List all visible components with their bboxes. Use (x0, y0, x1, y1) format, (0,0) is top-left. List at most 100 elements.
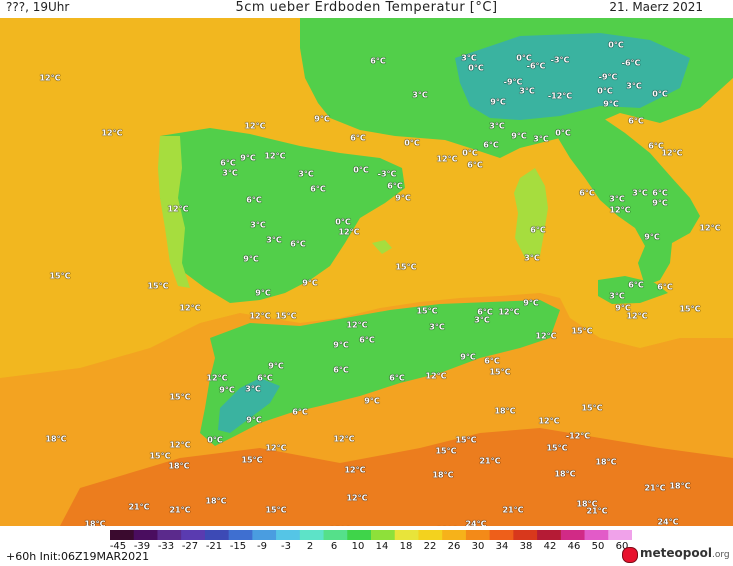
temperature-label: 0°C (555, 128, 571, 138)
colorbar-segment (252, 530, 277, 540)
colorbar-tick-label: -15 (229, 541, 247, 552)
colorbar-tick-label: 30 (471, 541, 485, 552)
temperature-map: 12°C 12°C 12°C 6°C 3°C 0°C 0°C -6°C -3°C 0°C -6°C -… (0, 18, 733, 543)
temperature-label: 3°C (245, 384, 261, 394)
logo-name: meteopool (640, 546, 712, 560)
temperature-label: 9°C (523, 298, 539, 308)
temperature-label: 9°C (243, 254, 259, 264)
temperature-label: 6°C (628, 116, 644, 126)
land-sahara-hot (60, 428, 733, 526)
colorbar-segment (347, 530, 372, 540)
temperature-label: 21°C (586, 506, 608, 516)
colorbar-tick-label: -33 (157, 541, 175, 552)
colorbar-tick-label: 2 (306, 541, 314, 552)
temperature-label: 0°C (516, 53, 532, 63)
init-label: +60h Init:06Z19MAR2021 (6, 550, 150, 563)
colorbar-tick-label: 50 (591, 541, 605, 552)
temperature-label: 15°C (435, 446, 457, 456)
temperature-label: 6°C (389, 373, 405, 383)
temperature-label: 9°C (246, 415, 262, 425)
temperature-label: 12°C (169, 440, 191, 450)
land-balearic (372, 240, 392, 254)
temperature-label: -9°C (503, 77, 523, 87)
temperature-label: 21°C (644, 483, 666, 493)
temperature-label: 6°C (220, 158, 236, 168)
temperature-label: 6°C (290, 239, 306, 249)
colorbar-tick-label: 22 (423, 541, 437, 552)
land-sicily (598, 276, 668, 304)
temperature-label: 12°C (179, 303, 201, 313)
temperature-label: 12°C (167, 204, 189, 214)
map-footer: -45 -39 -33 -27 -21 -15 -9 -3 2 6 10 14 18 22 26 30 34 38… (0, 526, 733, 566)
temperature-label: 18°C (205, 496, 227, 506)
temperature-label: 9°C (314, 114, 330, 124)
temperature-label: 12°C (699, 223, 721, 233)
colorbar-tick-label: 46 (567, 541, 581, 552)
colorbar-segment (584, 530, 609, 540)
temperature-label: 18°C (494, 406, 516, 416)
temperature-label: 12°C (101, 128, 123, 138)
temperature-label: 3°C (266, 235, 282, 245)
temperature-label: 15°C (49, 271, 71, 281)
map-header: ???, 19Uhr 5cm ueber Erdboden Temperatur… (0, 0, 733, 18)
temperature-label: 9°C (615, 303, 631, 313)
temperature-label: 12°C (39, 73, 61, 83)
temperature-label: 0°C (207, 435, 223, 445)
temperature-label: 15°C (241, 455, 263, 465)
temperature-label: -9°C (598, 72, 618, 82)
colorbar-tick-label: 14 (375, 541, 389, 552)
map-canvas (0, 18, 733, 526)
temperature-label: 6°C (477, 307, 493, 317)
temperature-label: 18°C (669, 481, 691, 491)
colorbar-segment (204, 530, 230, 540)
colorbar-tick-label: 6 (330, 541, 338, 552)
valid-date: 21. Maerz 2021 (609, 0, 703, 14)
temperature-label: 24°C (465, 519, 487, 529)
temperature-label: 12°C (265, 443, 287, 453)
temperature-label: 6°C (359, 335, 375, 345)
temperature-label: 3°C (626, 81, 642, 91)
temperature-label: 15°C (489, 367, 511, 377)
temperature-label: 3°C (533, 134, 549, 144)
temperature-label: 3°C (609, 291, 625, 301)
colorbar-segment (181, 530, 206, 540)
colorbar-tick-label: -45 (109, 541, 127, 552)
temperature-label: 15°C (395, 262, 417, 272)
land-iberia (160, 128, 405, 303)
temperature-label: 9°C (511, 131, 527, 141)
colorbar-tick-label: -27 (181, 541, 199, 552)
temperature-label: 12°C (436, 154, 458, 164)
colorbar (110, 530, 632, 540)
temperature-label: 9°C (255, 288, 271, 298)
temperature-label: 12°C (538, 416, 560, 426)
colorbar-tick-label: 18 (399, 541, 413, 552)
colorbar-tick-label: -39 (133, 541, 151, 552)
temperature-label: 15°C (149, 451, 171, 461)
temperature-label: 3°C (222, 168, 238, 178)
colorbar-tick-label: -3 (281, 541, 291, 552)
temperature-label: 21°C (502, 505, 524, 515)
temperature-label: 6°C (246, 195, 262, 205)
temperature-label: 0°C (608, 40, 624, 50)
temperature-label: 6°C (530, 225, 546, 235)
temperature-label: 12°C (609, 205, 631, 215)
logo-globe-icon (622, 547, 638, 563)
temperature-label: 6°C (483, 140, 499, 150)
temperature-label: 18°C (45, 434, 67, 444)
run-label: ???, 19Uhr (6, 0, 70, 14)
temperature-label: 6°C (579, 188, 595, 198)
temperature-label: 12°C (346, 320, 368, 330)
temperature-label: 15°C (546, 443, 568, 453)
colorbar-segment (442, 530, 467, 540)
temperature-label: 6°C (648, 141, 664, 151)
temperature-label: 15°C (416, 306, 438, 316)
temperature-label: -6°C (621, 58, 641, 68)
land-italy (558, 116, 700, 286)
temperature-label: 6°C (467, 160, 483, 170)
temperature-label: 3°C (609, 194, 625, 204)
temperature-label: 15°C (275, 311, 297, 321)
temperature-label: 9°C (395, 193, 411, 203)
temperature-label: 9°C (644, 232, 660, 242)
temperature-label: 15°C (571, 326, 593, 336)
temperature-label: -6°C (526, 61, 546, 71)
